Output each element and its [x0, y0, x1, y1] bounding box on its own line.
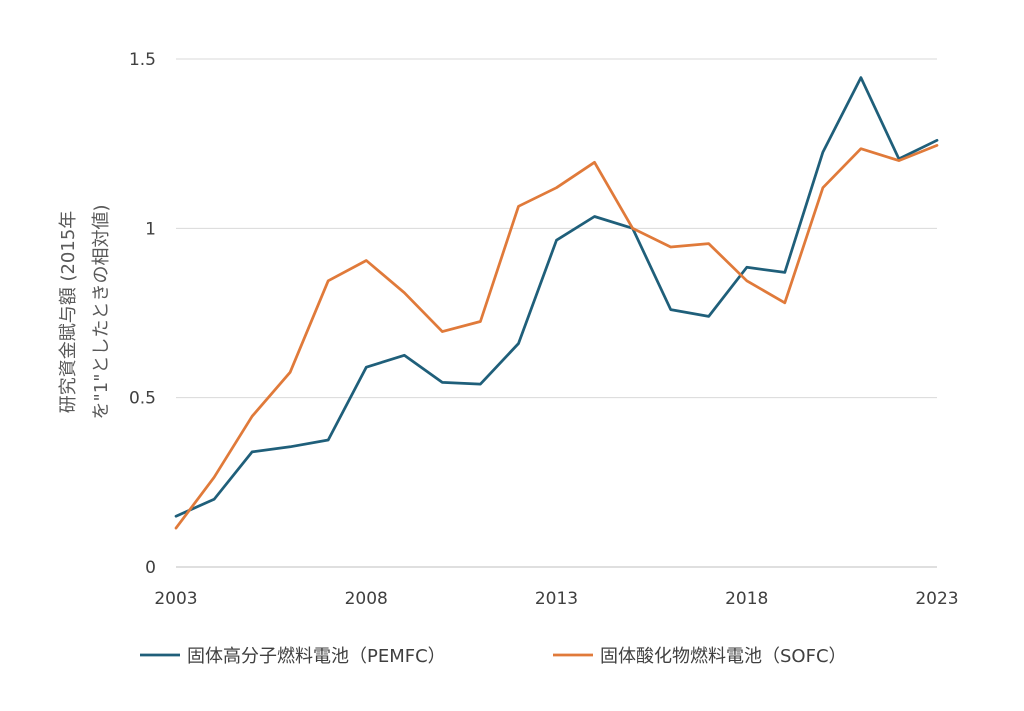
legend-label: 固体酸化物燃料電池（SOFC）: [600, 646, 847, 667]
y-tick-label: 0.5: [129, 389, 156, 409]
y-tick-label: 1: [145, 219, 156, 239]
legend: 固体高分子燃料電池（PEMFC） 固体酸化物燃料電池（SOFC）: [140, 646, 847, 667]
gridlines: [176, 58, 937, 399]
x-tick-label: 2023: [915, 589, 958, 609]
legend-label: 固体高分子燃料電池（PEMFC）: [187, 646, 446, 667]
x-tick-label: 2008: [345, 589, 388, 609]
series-line-2: [174, 144, 939, 530]
y-axis-title-line-1: 研究資金賦与額 (2015年: [58, 211, 79, 414]
x-tick-label: 2003: [154, 589, 197, 609]
y-tick-label: 0: [145, 558, 156, 578]
y-tick-label: 1.5: [129, 50, 156, 70]
x-axis-tick-labels: 2003 2008 2013 2018 2023: [154, 589, 958, 609]
series-lines: [174, 76, 939, 530]
series-line-1: [174, 76, 939, 518]
y-axis-title-line-2: を"1"としたときの相対値): [91, 204, 112, 419]
x-tick-label: 2013: [535, 589, 578, 609]
x-tick-label: 2018: [725, 589, 768, 609]
y-axis-tick-labels: 0 0.5 1 1.5: [129, 50, 156, 578]
y-axis-title: 研究資金賦与額 (2015年 を"1"としたときの相対値): [58, 204, 112, 419]
